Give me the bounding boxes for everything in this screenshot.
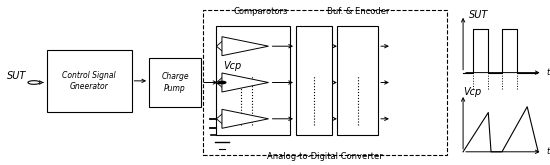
FancyBboxPatch shape: [217, 26, 290, 135]
Text: t: t: [546, 147, 549, 156]
FancyBboxPatch shape: [149, 58, 201, 107]
FancyBboxPatch shape: [296, 26, 332, 135]
Text: Vcp: Vcp: [223, 61, 241, 71]
Circle shape: [218, 81, 226, 84]
Polygon shape: [222, 73, 268, 92]
Text: Charge
Pump: Charge Pump: [161, 72, 189, 93]
FancyBboxPatch shape: [337, 26, 378, 135]
Text: Comparotors: Comparotors: [233, 7, 288, 16]
FancyBboxPatch shape: [47, 50, 131, 112]
Polygon shape: [222, 37, 268, 56]
Text: SUT: SUT: [7, 71, 26, 81]
Text: Control Signal
Gneerator: Control Signal Gneerator: [62, 71, 116, 91]
Text: Buf. & Encoder: Buf. & Encoder: [327, 7, 389, 16]
Text: Vcp: Vcp: [463, 87, 481, 98]
Text: SUT: SUT: [469, 10, 488, 20]
Text: Analog-to-Digital Converter: Analog-to-Digital Converter: [267, 152, 383, 161]
Text: t: t: [546, 68, 549, 77]
Polygon shape: [222, 109, 268, 128]
